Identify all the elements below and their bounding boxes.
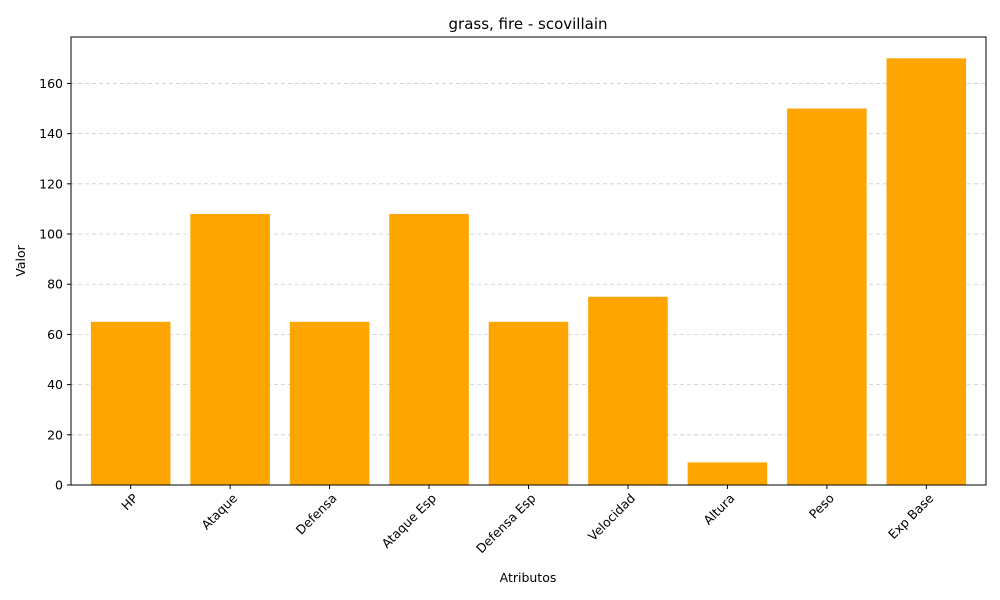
- x-tick-label: Defensa: [293, 491, 340, 538]
- y-tick-label: 100: [39, 227, 63, 242]
- x-tick-label: Exp Base: [885, 490, 937, 542]
- y-axis-label: Valor: [13, 244, 28, 276]
- x-tick-label: Altura: [700, 491, 737, 528]
- x-tick-label: Ataque Esp: [379, 490, 440, 551]
- x-axis-ticks: HP Ataque Defensa Ataque Esp Defensa Esp Velo…: [118, 485, 937, 556]
- x-tick-label: HP: [118, 490, 141, 513]
- bar-hp: [90, 321, 171, 485]
- x-tick-label: Peso: [806, 491, 837, 522]
- y-tick-label: 20: [47, 427, 63, 442]
- y-tick-label: 120: [39, 176, 63, 191]
- bar-exp-base: [886, 58, 967, 485]
- x-tick-label: Velocidad: [585, 491, 638, 544]
- bar-velocidad: [588, 296, 668, 485]
- bar-defensa-esp: [488, 321, 569, 485]
- y-axis-ticks: 0 20 40 60 80 100 120 140 160: [39, 76, 71, 493]
- y-tick-label: 0: [55, 478, 63, 493]
- x-axis-label: Atributos: [500, 570, 557, 585]
- bars: [90, 58, 967, 486]
- y-tick-label: 140: [39, 126, 63, 141]
- bar-ataque-esp: [389, 213, 469, 486]
- x-tick-label: Defensa Esp: [473, 490, 539, 556]
- y-tick-label: 60: [47, 327, 63, 342]
- bar-ataque: [190, 213, 270, 486]
- bar-peso: [787, 108, 867, 485]
- chart-title: grass, fire - scovillain: [449, 15, 608, 33]
- x-tick-label: Ataque: [198, 490, 240, 532]
- bar-altura: [687, 462, 768, 485]
- y-tick-label: 160: [39, 76, 63, 91]
- y-tick-label: 80: [47, 277, 63, 292]
- bar-defensa: [289, 321, 370, 485]
- y-tick-label: 40: [47, 377, 63, 392]
